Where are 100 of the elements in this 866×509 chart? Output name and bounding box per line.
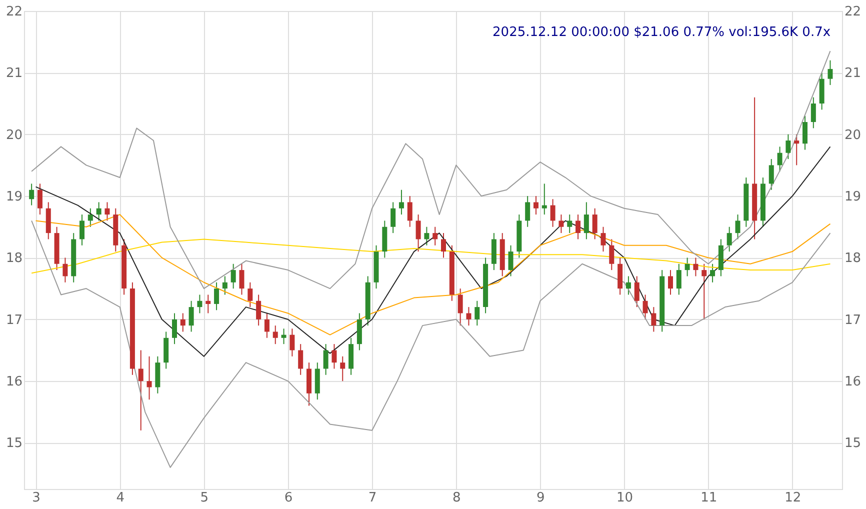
candlestick	[626, 276, 631, 296]
candlestick	[693, 257, 698, 277]
candlestick	[222, 276, 228, 296]
candlestick	[432, 226, 438, 246]
y-tick-label: 20	[6, 128, 22, 143]
candlestick	[80, 214, 85, 246]
candlestick	[398, 189, 404, 216]
candlestick	[332, 344, 337, 370]
candlestick	[104, 202, 110, 222]
y-tick-label: 16	[6, 374, 22, 390]
candlestick	[407, 196, 412, 228]
candlestick	[180, 312, 186, 332]
y2-tick-label: 18	[844, 251, 862, 266]
candlestick	[323, 344, 328, 376]
candlestick	[786, 134, 791, 160]
candlestick	[416, 214, 421, 252]
line-series	[31, 50, 831, 290]
x-tick-label: 5	[200, 490, 209, 506]
candlestick	[600, 226, 606, 252]
candlestick	[567, 214, 572, 234]
candlestick	[206, 294, 211, 314]
candlestick	[584, 202, 589, 240]
candlestick	[230, 263, 236, 290]
candlestick	[802, 115, 808, 150]
text: 2025.12.12 00:00:00 $21.06 0.77% vol:195.6K 0.7x	[492, 25, 831, 40]
y-tick-label: 15	[6, 436, 22, 452]
candlestick	[197, 294, 202, 314]
y2-tick-label: 17	[844, 312, 862, 328]
y2-tick-label: 20	[844, 128, 862, 143]
x-tick-label: 3	[32, 490, 40, 506]
candlestick	[592, 208, 598, 240]
x-tick-label: 11	[700, 490, 718, 506]
candlestick	[138, 350, 144, 431]
candlestick	[256, 294, 262, 326]
candlestick	[172, 312, 177, 345]
x-tick-label: 9	[536, 490, 545, 506]
candlestick	[474, 300, 480, 326]
y2-tick-label: 16	[844, 374, 862, 390]
candlestick	[340, 356, 346, 382]
candlestick	[542, 183, 547, 216]
candlestick	[458, 288, 463, 326]
candlestick	[676, 263, 682, 296]
candlestick	[735, 214, 740, 240]
candlestick	[441, 232, 446, 258]
candlestick	[642, 294, 648, 320]
x-tick-label: 12	[784, 490, 802, 506]
line-series	[35, 146, 831, 357]
candlestick	[634, 276, 640, 308]
line-series	[35, 214, 831, 336]
x-tick-label: 4	[116, 490, 124, 506]
candlestick	[37, 183, 42, 216]
candlestick	[62, 257, 68, 283]
x-tick-label: 6	[284, 490, 293, 506]
candlestick	[298, 344, 304, 376]
candlestick	[508, 244, 514, 277]
candlestick	[424, 226, 430, 246]
x-tick-label: 10	[616, 490, 634, 506]
candlestick	[550, 198, 556, 228]
candlestick	[828, 60, 833, 86]
line-series	[31, 220, 831, 468]
y2-tick-label: 15	[844, 436, 862, 452]
candlestick	[576, 214, 581, 240]
candlestick	[684, 257, 690, 277]
candlestick	[810, 96, 816, 129]
candlestick	[272, 325, 278, 345]
y-tick-label: 18	[6, 251, 22, 266]
candlestick	[264, 312, 270, 338]
candlestick	[558, 214, 564, 234]
candlestick	[794, 134, 800, 166]
candlestick	[248, 282, 253, 308]
y-tick-label: 21	[6, 66, 22, 82]
candlestick	[146, 356, 152, 400]
candlestick	[651, 306, 656, 332]
y-tick-label: 22	[6, 4, 22, 20]
candlestick	[214, 282, 220, 311]
x-tick-label: 8	[452, 490, 461, 506]
y2-tick-label: 19	[844, 190, 862, 205]
candlestick	[533, 196, 538, 216]
candlestick	[188, 300, 194, 332]
line-series	[31, 238, 831, 274]
candlestick	[702, 263, 707, 320]
candlestick	[239, 263, 244, 296]
candlestick	[466, 306, 472, 326]
candlestick	[281, 328, 286, 345]
candlestick	[768, 158, 774, 190]
candlestick	[88, 208, 93, 228]
candlestick	[96, 202, 102, 222]
y-tick-label: 19	[6, 190, 22, 205]
candlestick	[710, 263, 716, 283]
candlestick	[609, 238, 614, 271]
candlestick	[525, 196, 530, 228]
candlestick	[726, 226, 732, 252]
candlestick	[290, 328, 295, 357]
candlestick	[777, 146, 782, 172]
x-tick-label: 7	[368, 490, 377, 506]
y2-tick-label: 21	[844, 66, 862, 82]
y2-tick-label: 22	[844, 4, 862, 20]
candlestick	[668, 270, 673, 296]
candlestick	[29, 183, 34, 206]
y-tick-label: 17	[6, 312, 22, 328]
